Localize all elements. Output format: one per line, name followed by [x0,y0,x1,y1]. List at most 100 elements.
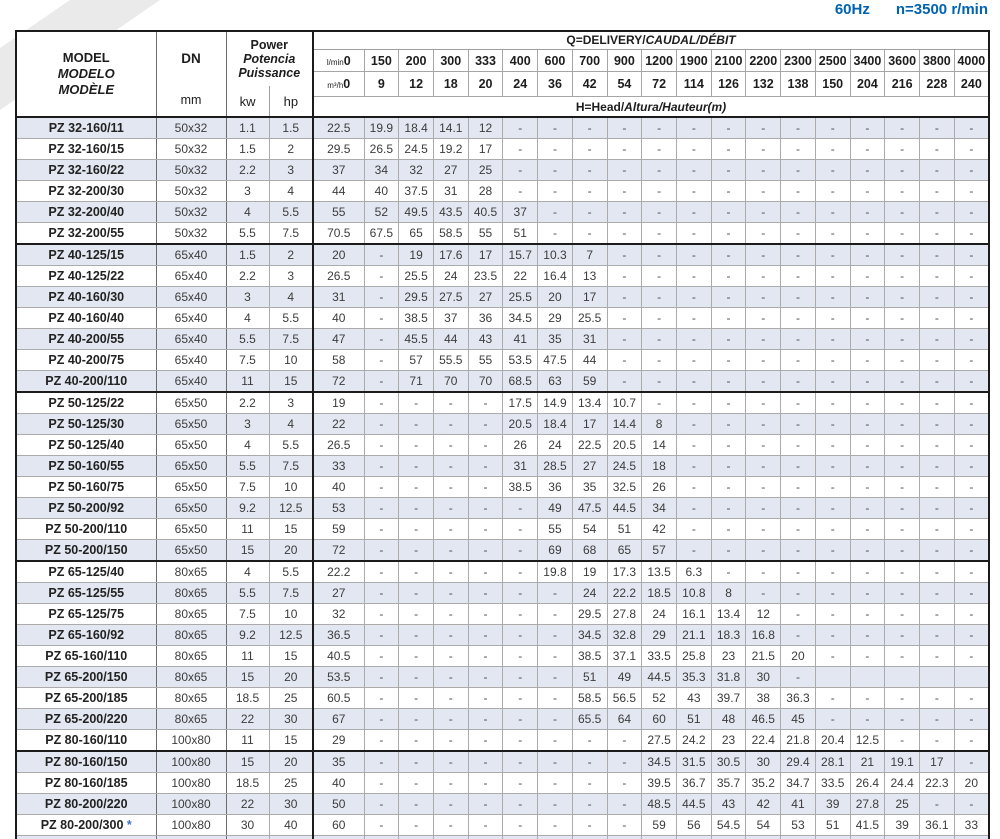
head-value-cell [884,666,920,688]
head-value-cell: - [537,603,573,625]
head-value-cell: - [675,286,712,308]
head-value-cell: - [919,180,955,202]
head-value-cell: 20.5 [502,413,539,435]
head-value-cell: 32 [398,159,434,181]
head-value-cell: 8 [641,413,677,435]
head-value-cell: - [919,708,955,730]
head-value-cell: - [398,455,434,477]
head-value-cell: - [571,814,608,836]
head-value-cell: - [606,265,643,287]
head-value-cell: - [398,413,434,435]
table-row: PZ 80-200/370 *100x80375066--------64615… [15,835,990,839]
head-value-cell: - [432,539,469,562]
table-row: PZ 32-200/55 50x32 5.5 7.5 70.5 67.5 65 58.5 55 5… [15,222,990,245]
head-value-cell: - [710,413,747,435]
head-value-cell: - [606,138,643,160]
head-value-cell: - [884,328,920,350]
head-value-cell: - [675,243,712,266]
head-value-cell: 20.5 [606,434,643,456]
flow-value-cell: 42 [571,71,608,97]
head-value-cell: - [814,687,851,709]
flow-value-cell: 216 [884,71,920,97]
head-value-cell: - [398,708,434,730]
hp-cell: 10 [268,476,314,498]
head-value-cell: 22.5 [571,434,608,456]
head-value-cell: - [745,307,782,329]
head-value-cell: 16.1 [675,603,712,625]
head-value-cell: - [814,645,851,667]
head-value-cell: - [675,159,712,181]
head-value-cell: - [814,518,851,540]
head-value-cell: - [363,328,400,350]
head-value-cell: 18.3 [710,624,747,646]
kw-cell: 22 [225,708,270,730]
kw-cell: 11 [225,370,270,393]
head-value-cell: - [502,666,539,688]
head-value-cell: - [710,328,747,350]
hp-cell: 7.5 [268,455,314,477]
head-value-cell: 57 [641,539,677,562]
head-value-cell: - [953,750,990,773]
head-value-cell: - [884,349,920,371]
head-value-cell: - [710,286,747,308]
table-row: PZ 40-200/55 65x40 5.5 7.5 47-45.5 44 43 41 35 31… [15,328,990,350]
head-value-cell: - [710,138,747,160]
head-value-cell: - [363,708,400,730]
power-header-en: Power [250,38,288,52]
flow-unit-label: l/min [326,57,344,67]
flow-unit-cell: l/min0 [312,48,365,73]
head-value-cell: 35.3 [675,666,712,688]
table-row: PZ 50-200/110 65x50 11 15 59- - - - -55 54 51 42- - -… [15,518,990,540]
head-value-cell: 54 [745,814,782,836]
head-value-cell: - [432,497,469,519]
head-value-cell: - [398,687,434,709]
kw-cell: 4 [225,560,270,583]
head-value-cell: - [675,116,712,139]
head-value-cell: - [571,116,608,139]
head-value-cell: 36.7 [675,772,712,794]
head-value-cell: 59.5 [710,835,747,839]
head-value-cell [814,666,851,688]
head-value-cell: 28 [467,180,504,202]
head-value-cell: - [363,265,400,287]
head-value-cell: 65 [398,222,434,245]
head-value-cell: - [849,708,886,730]
head-value-cell: - [884,370,920,393]
head-value-cell: - [710,434,747,456]
head-value-cell: 17 [571,413,608,435]
head-value-cell: - [953,729,990,752]
head-value-cell: - [953,370,990,393]
head-value-cell: - [432,560,469,583]
dn-cell: 65x50 [155,455,227,477]
head-value-cell: - [919,349,955,371]
head-value-cell: - [919,286,955,308]
table-row: PZ 65-160/110 80x65 11 15 40.5- - - - - -38.5 37.1… [15,645,990,667]
head-value-cell: - [502,687,539,709]
hp-cell: 20 [268,666,314,688]
dn-cell: 80x65 [155,624,227,646]
head-value-cell: - [814,159,851,181]
dn-cell: 65x50 [155,539,227,562]
head-value-cell: 35 [571,476,608,498]
hp-cell: 2 [268,138,314,160]
head-value-cell: 38.5 [502,476,539,498]
dn-cell: 65x40 [155,370,227,393]
model-cell: PZ 65-200/150 [15,666,157,688]
head-value-cell: - [884,265,920,287]
head-value-cell: 53.5 [502,349,539,371]
model-cell: PZ 40-125/15 [15,243,157,266]
head-value-cell: 17 [467,138,504,160]
head-value-cell: - [745,434,782,456]
hp-cell: 12.5 [268,624,314,646]
head-value-cell: - [884,286,920,308]
head-value-cell: 19 [312,391,365,414]
head-value-cell: 24 [571,582,608,604]
head-value-cell: - [467,793,504,815]
head-value-cell: - [953,201,990,223]
head-value-cell: - [849,603,886,625]
table-row: PZ 32-200/40 50x32 4 5.5 55 52 49.5 43.5 40.5 37-… [15,201,990,223]
head-value-cell: - [953,497,990,519]
head-value-cell: - [675,307,712,329]
head-value-cell: - [432,814,469,836]
flow-value-cell: 12 [398,71,434,97]
